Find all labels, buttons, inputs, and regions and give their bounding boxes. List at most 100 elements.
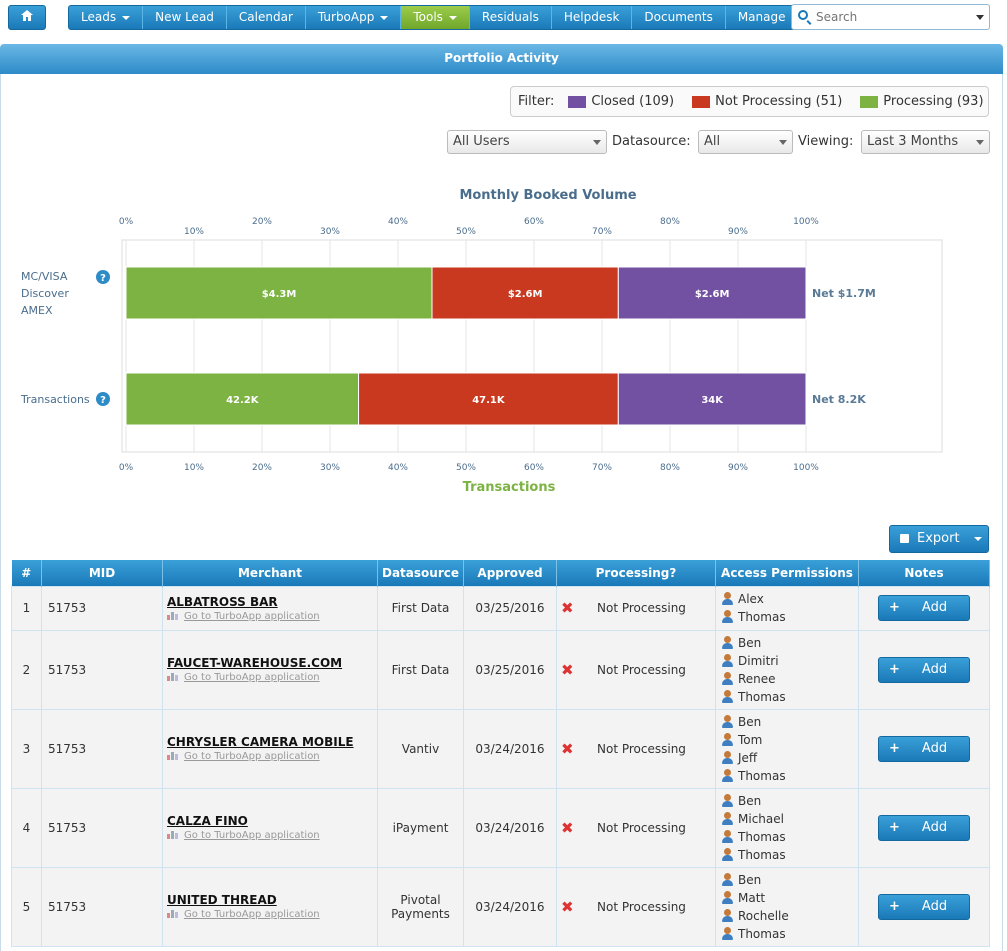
approved-cell: 03/24/2016 [463, 787, 557, 868]
user-icon [722, 592, 733, 605]
filter-item-closed[interactable]: Closed (109) [568, 94, 674, 109]
export-label: Export [917, 531, 960, 546]
nav-item-turboapp[interactable]: TurboApp [306, 6, 402, 29]
top-tick-label: 10% [184, 227, 204, 237]
column-header-approved[interactable]: Approved [463, 560, 557, 586]
column-header-mid[interactable]: MID [41, 560, 163, 586]
permission-user-name: Ben [738, 872, 762, 887]
bottom-tick-label: 40% [388, 463, 408, 473]
processing-cell: ✖ Not Processing [556, 787, 716, 868]
plus-icon: + [889, 740, 900, 756]
close-icon: ✖ [561, 599, 574, 617]
bar-data-label: 42.2K [226, 395, 260, 406]
nav-item-helpdesk[interactable]: Helpdesk [552, 6, 633, 29]
row-number: 2 [11, 629, 42, 710]
table-header-row: # MID Merchant Datasource Approved Processing… [11, 560, 990, 586]
notes-cell: + Add [858, 787, 990, 868]
bottom-tick-label: 20% [252, 463, 272, 473]
user-icon [722, 872, 733, 886]
bar-data-label: 34K [701, 395, 724, 406]
bar-chart-icon [167, 752, 178, 760]
merchant-name-link[interactable]: FAUCET-WAREHOUSE.COM [167, 656, 343, 670]
add-note-button[interactable]: + Add [878, 656, 970, 683]
portfolio-table: # MID Merchant Datasource Approved Processing… [11, 560, 990, 947]
plus-icon: + [889, 898, 900, 914]
add-note-button[interactable]: + Add [878, 814, 970, 841]
merchant-name-link[interactable]: UNITED THREAD [167, 893, 277, 907]
turboapp-link-text: Go to TurboApp application [184, 830, 320, 841]
turboapp-link[interactable]: Go to TurboApp application [167, 830, 377, 841]
filter-label: Filter: [518, 94, 555, 109]
search-box[interactable] [791, 4, 990, 30]
top-navigation-bar: Leads New Lead Calendar TurboApp Tools Residu… [0, 0, 1007, 42]
monthly-booked-volume-chart: Monthly Booked Volume 0% 0% 10% 10% 20% 20% 30%… [20, 188, 943, 495]
plus-icon: + [889, 600, 900, 615]
user-icon [722, 847, 733, 861]
mid-cell: 51753 [41, 585, 163, 631]
permission-user: Alex [722, 590, 858, 608]
nav-item-calendar[interactable]: Calendar [227, 6, 306, 29]
column-header-merchant[interactable]: Merchant [162, 560, 378, 586]
user-icon [722, 732, 733, 746]
merchant-name-link[interactable]: CALZA FINO [167, 814, 248, 828]
chevron-down-icon [122, 15, 131, 20]
viewing-select[interactable]: Last 3 Months [861, 130, 990, 154]
turboapp-link[interactable]: Go to TurboApp application [167, 611, 377, 622]
home-button[interactable] [8, 5, 46, 30]
bar-chart-icon [167, 673, 178, 681]
approved-cell: 03/25/2016 [463, 585, 557, 631]
filter-item-label: Not Processing (51) [715, 94, 843, 109]
help-icon [96, 392, 110, 406]
bar-chart-icon [167, 611, 178, 620]
column-header-notes[interactable]: Notes [858, 560, 990, 586]
notes-cell: + Add [858, 866, 990, 947]
nav-item-new-lead[interactable]: New Lead [143, 6, 227, 29]
turboapp-link-text: Go to TurboApp application [184, 610, 320, 622]
nav-item-tools[interactable]: Tools [401, 6, 470, 29]
processing-cell: ✖ Not Processing [556, 585, 716, 631]
filter-item-not-processing[interactable]: Not Processing (51) [692, 94, 842, 109]
datasource-select[interactable]: All [698, 130, 793, 154]
nav-item-label: New Lead [155, 10, 214, 24]
merchant-name-link[interactable]: ALBATROSS BAR [167, 594, 278, 609]
nav-item-label: Documents [644, 10, 713, 24]
bar-processing [125, 372, 360, 426]
nav-item-leads[interactable]: Leads [69, 6, 144, 29]
close-icon: ✖ [561, 897, 574, 916]
permission-user-name: Thomas [738, 847, 786, 862]
access-permissions-cell: Ben Tom Jeff Thomas [715, 708, 859, 789]
add-note-button[interactable]: + Add [878, 735, 970, 762]
nav-item-residuals[interactable]: Residuals [470, 6, 552, 29]
datasource-cell: Vantiv [377, 708, 464, 789]
add-note-button[interactable]: + Add [878, 595, 970, 621]
bottom-tick-label: 90% [728, 463, 748, 473]
turboapp-link[interactable]: Go to TurboApp application [167, 672, 377, 683]
filter-item-processing[interactable]: Processing (93) [860, 94, 984, 109]
column-header-access-permissions[interactable]: Access Permissions [715, 560, 859, 586]
users-select[interactable]: All Users [447, 130, 607, 154]
row-number: 3 [11, 708, 42, 789]
help-icon [96, 270, 110, 284]
nav-item-documents[interactable]: Documents [632, 6, 726, 29]
merchant-cell: ALBATROSS BAR Go to TurboApp application [162, 585, 378, 631]
bottom-tick-label: 50% [456, 463, 476, 473]
turboapp-link[interactable]: Go to TurboApp application [167, 751, 377, 762]
column-header-datasource[interactable]: Datasource [377, 560, 464, 586]
export-button[interactable]: Export [889, 525, 989, 553]
mid-cell: 51753 [41, 866, 163, 947]
notes-cell: + Add [858, 708, 990, 789]
add-note-button[interactable]: + Add [878, 893, 970, 920]
permission-user-name: Alex [738, 592, 764, 606]
permission-user-name: Thomas [738, 689, 786, 704]
top-tick-label: 90% [728, 227, 748, 237]
bottom-tick-label: 100% [793, 463, 819, 473]
turboapp-link[interactable]: Go to TurboApp application [167, 909, 377, 920]
top-tick-label: 60% [524, 217, 544, 227]
chevron-down-icon[interactable] [976, 15, 984, 20]
merchant-name-link[interactable]: CHRYSLER CAMERA MOBILE [167, 735, 354, 749]
merchant-cell: FAUCET-WAREHOUSE.COM Go to TurboApp appli… [162, 629, 378, 710]
column-header-processing[interactable]: Processing? [556, 560, 716, 586]
column-header-num[interactable]: # [11, 560, 42, 586]
search-input[interactable] [816, 8, 966, 26]
bar-chart-icon [167, 831, 178, 839]
